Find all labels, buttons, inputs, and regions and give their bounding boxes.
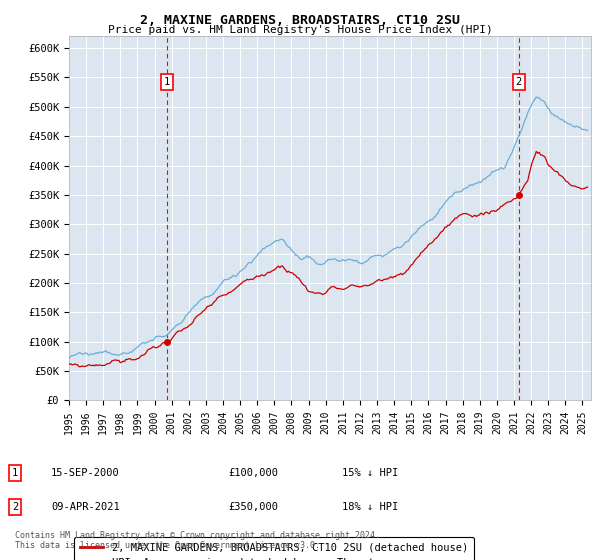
Text: 15% ↓ HPI: 15% ↓ HPI — [342, 468, 398, 478]
Text: £350,000: £350,000 — [228, 502, 278, 512]
Legend: 2, MAXINE GARDENS, BROADSTAIRS, CT10 2SU (detached house), HPI: Average price, d: 2, MAXINE GARDENS, BROADSTAIRS, CT10 2SU… — [74, 536, 474, 560]
Text: Price paid vs. HM Land Registry's House Price Index (HPI): Price paid vs. HM Land Registry's House … — [107, 25, 493, 35]
Text: 2: 2 — [515, 77, 522, 87]
Text: 2: 2 — [12, 502, 18, 512]
Text: 1: 1 — [164, 77, 170, 87]
Text: £100,000: £100,000 — [228, 468, 278, 478]
Text: Contains HM Land Registry data © Crown copyright and database right 2024.
This d: Contains HM Land Registry data © Crown c… — [15, 530, 380, 550]
Text: 09-APR-2021: 09-APR-2021 — [51, 502, 120, 512]
Text: 2, MAXINE GARDENS, BROADSTAIRS, CT10 2SU: 2, MAXINE GARDENS, BROADSTAIRS, CT10 2SU — [140, 14, 460, 27]
Text: 15-SEP-2000: 15-SEP-2000 — [51, 468, 120, 478]
Text: 1: 1 — [12, 468, 18, 478]
Text: 18% ↓ HPI: 18% ↓ HPI — [342, 502, 398, 512]
